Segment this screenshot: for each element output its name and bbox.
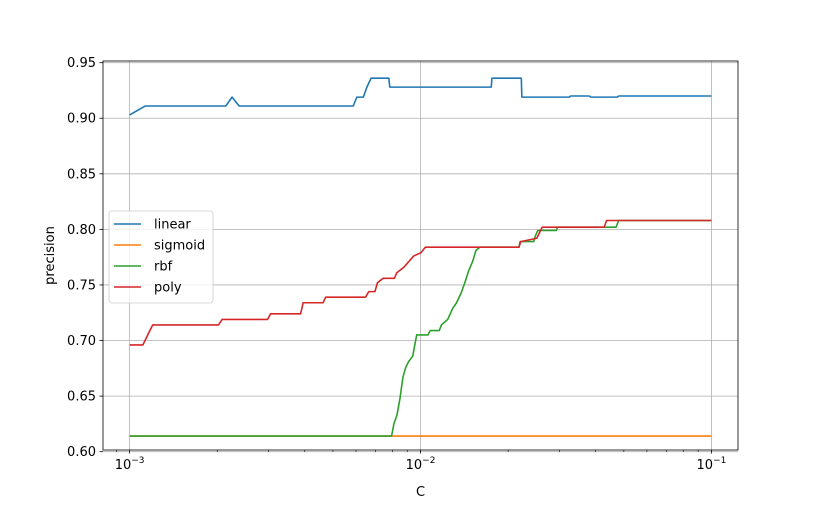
y-tick-label: 0.95: [67, 56, 96, 71]
x-tick-label: 10−2: [406, 456, 436, 473]
series-lines: [129, 77, 712, 437]
x-tick-label: 10−1: [697, 456, 727, 473]
legend: linear sigmoid rbf poly: [108, 210, 214, 304]
legend-label-linear: linear: [154, 218, 191, 233]
series-line-poly: [129, 219, 712, 346]
y-tick-label: 0.60: [67, 445, 96, 460]
y-axis: 0.60 0.65 0.70 0.75 0.80 0.85 0.90 0.95: [67, 56, 103, 460]
x-axis: 10−3 10−2 10−1: [115, 450, 727, 473]
legend-label-poly: poly: [154, 281, 182, 296]
y-tick-label: 0.90: [67, 112, 96, 127]
series-line-linear: [129, 77, 712, 116]
x-tick-label: 10−3: [115, 456, 145, 473]
legend-box: [108, 210, 214, 304]
legend-label-rbf: rbf: [154, 260, 173, 275]
legend-label-sigmoid: sigmoid: [154, 239, 205, 254]
grid-lines: [103, 61, 738, 453]
y-axis-label: precision: [43, 226, 58, 285]
y-tick-label: 0.85: [67, 167, 96, 182]
y-tick-label: 0.75: [67, 278, 96, 293]
x-axis-label: C: [416, 485, 425, 500]
series-line-rbf: [129, 219, 712, 437]
y-tick-label: 0.70: [67, 334, 96, 349]
y-tick-label: 0.65: [67, 390, 96, 405]
y-tick-label: 0.80: [67, 223, 96, 238]
